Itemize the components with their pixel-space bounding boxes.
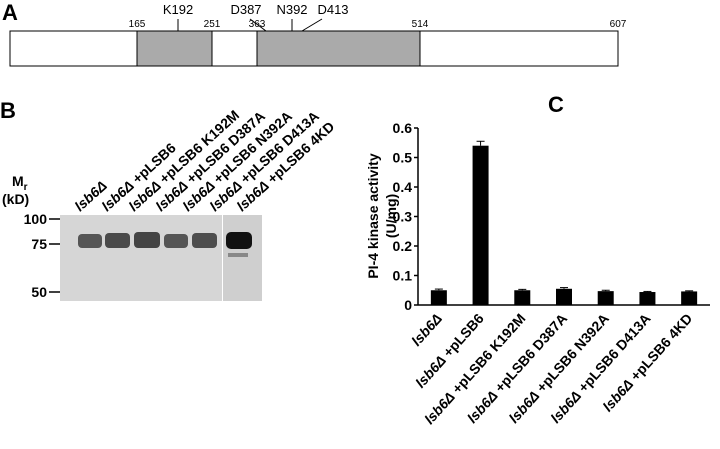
panel-label: C [548, 92, 564, 117]
y-tick-label: 0.2 [393, 238, 413, 254]
y-tick-label: 0.4 [393, 179, 413, 195]
mutation-pointer [249, 18, 267, 32]
bar [639, 292, 656, 305]
y-axis-label: (U/mg) [383, 194, 399, 238]
mutation-label: D413 [317, 2, 348, 17]
y-tick-label: 0.3 [393, 209, 413, 225]
bar [556, 288, 572, 305]
band [226, 232, 252, 249]
x-tick-label: lsb6Δ [408, 310, 445, 349]
plasmid: +pLSB6 K192M [446, 310, 528, 399]
strain: lsb6Δ [408, 310, 445, 349]
plasmid: +pLSB6 D413A [572, 310, 653, 398]
marker-label: 75 [31, 236, 47, 252]
band [228, 253, 248, 257]
bar [597, 291, 614, 305]
residue-label: 165 [129, 19, 146, 30]
y-tick-label: 0.5 [393, 150, 413, 166]
band [105, 233, 130, 248]
domain [256, 30, 421, 67]
residue-label: 607 [610, 19, 627, 30]
y-axis-label: PI-4 kinase activity [365, 153, 381, 279]
mr-unit: (kD) [2, 191, 29, 207]
blot-area [60, 215, 222, 301]
band [134, 232, 160, 248]
western-blot [60, 215, 262, 301]
marker-label: 100 [24, 211, 48, 227]
bar [514, 290, 531, 305]
residue-label: 251 [204, 19, 221, 30]
domain [136, 30, 213, 67]
mr-subscript: r [24, 182, 28, 193]
y-tick-label: 0 [404, 297, 412, 313]
bar [430, 290, 447, 305]
residue-label: 514 [412, 19, 429, 30]
mutation-label: K192 [163, 2, 193, 17]
mr-label: Mr [12, 173, 28, 193]
band [78, 234, 102, 248]
panel-label: B [0, 98, 16, 123]
y-tick-label: 0.6 [393, 120, 413, 136]
plasmid: +pLSB6 D387A [489, 310, 570, 398]
mr-symbol: M [12, 173, 24, 189]
plasmid: +pLSB6 N392A [531, 310, 612, 398]
mutation-label: N392 [276, 2, 307, 17]
band [164, 234, 188, 248]
blot-area [223, 215, 262, 301]
bar [681, 291, 698, 305]
bar [472, 145, 489, 305]
mutation-label: D387 [230, 2, 261, 17]
band [192, 233, 217, 248]
marker-label: 50 [31, 284, 47, 300]
mutation-pointer [301, 18, 323, 32]
y-tick-label: 0.1 [393, 268, 413, 284]
panel-label: A [2, 0, 18, 25]
